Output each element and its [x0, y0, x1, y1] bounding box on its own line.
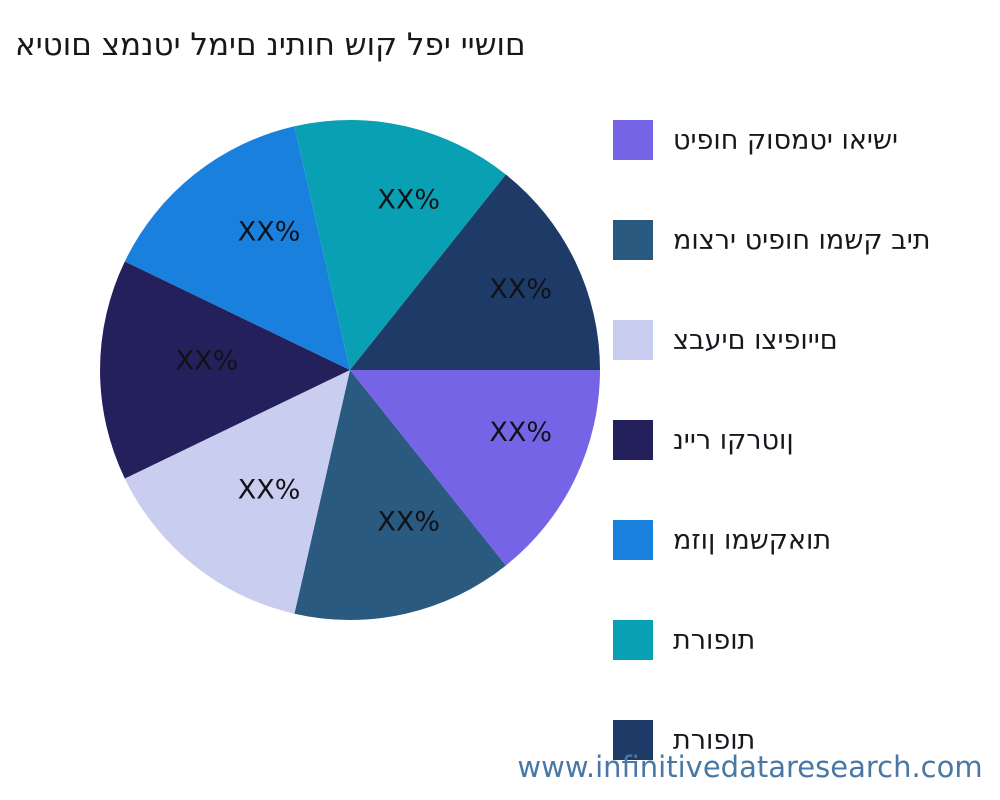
pie-slice-6	[294, 120, 506, 370]
legend-item-5: מזון ומשקאות	[613, 490, 931, 590]
legend-label-6: תרופות	[673, 624, 756, 656]
legend-swatch-4	[613, 420, 653, 460]
legend-swatch-5	[613, 520, 653, 560]
legend-swatch-1	[613, 120, 653, 160]
legend-item-4: נייר וקרטון	[613, 390, 931, 490]
legend-swatch-6	[613, 620, 653, 660]
pie-slice-1	[350, 370, 600, 566]
legend-label-2: מוצרי טיפוח ומשק בית	[673, 224, 931, 256]
legend-swatch-7	[613, 720, 653, 760]
legend-item-2: מוצרי טיפוח ומשק בית	[613, 190, 931, 290]
chart-title: איטום צמנטי למים ניתוח שוק לפי יישום	[15, 27, 526, 63]
legend-label-5: מזון ומשקאות	[673, 524, 832, 556]
legend-item-1: טיפוח קוסמטי ואישי	[613, 90, 931, 190]
legend-swatch-2	[613, 220, 653, 260]
slice-value-label-7: XX%	[489, 274, 552, 305]
legend-label-7: תרופות	[673, 724, 756, 756]
legend-label-4: נייר וקרטון	[673, 424, 794, 456]
legend-label-3: צבעים וציפויים	[673, 324, 838, 356]
legend-swatch-3	[613, 320, 653, 360]
pie-slice-5	[124, 126, 350, 370]
legend-label-1: טיפוח קוסמטי ואישי	[673, 124, 899, 156]
slice-value-label-6: XX%	[377, 185, 440, 216]
legend-item-7: תרופות	[613, 690, 931, 790]
slice-value-label-2: XX%	[377, 506, 440, 537]
pie-slice-7	[350, 174, 600, 370]
slice-value-label-4: XX%	[176, 346, 239, 377]
legend-item-6: תרופות	[613, 590, 931, 690]
slice-value-label-3: XX%	[238, 475, 301, 506]
pie-slice-3	[124, 370, 350, 614]
watermark-url: www.infinitivedataresearch.com	[517, 750, 983, 784]
slice-value-label-5: XX%	[238, 217, 301, 248]
chart-legend: טיפוח קוסמטי ואישי מוצרי טיפוח ומשק בית צב…	[613, 90, 931, 790]
pie-slice-4	[100, 261, 350, 479]
pie-slice-2	[294, 370, 506, 620]
slice-value-label-1: XX%	[489, 417, 552, 448]
legend-item-3: צבעים וציפויים	[613, 290, 931, 390]
